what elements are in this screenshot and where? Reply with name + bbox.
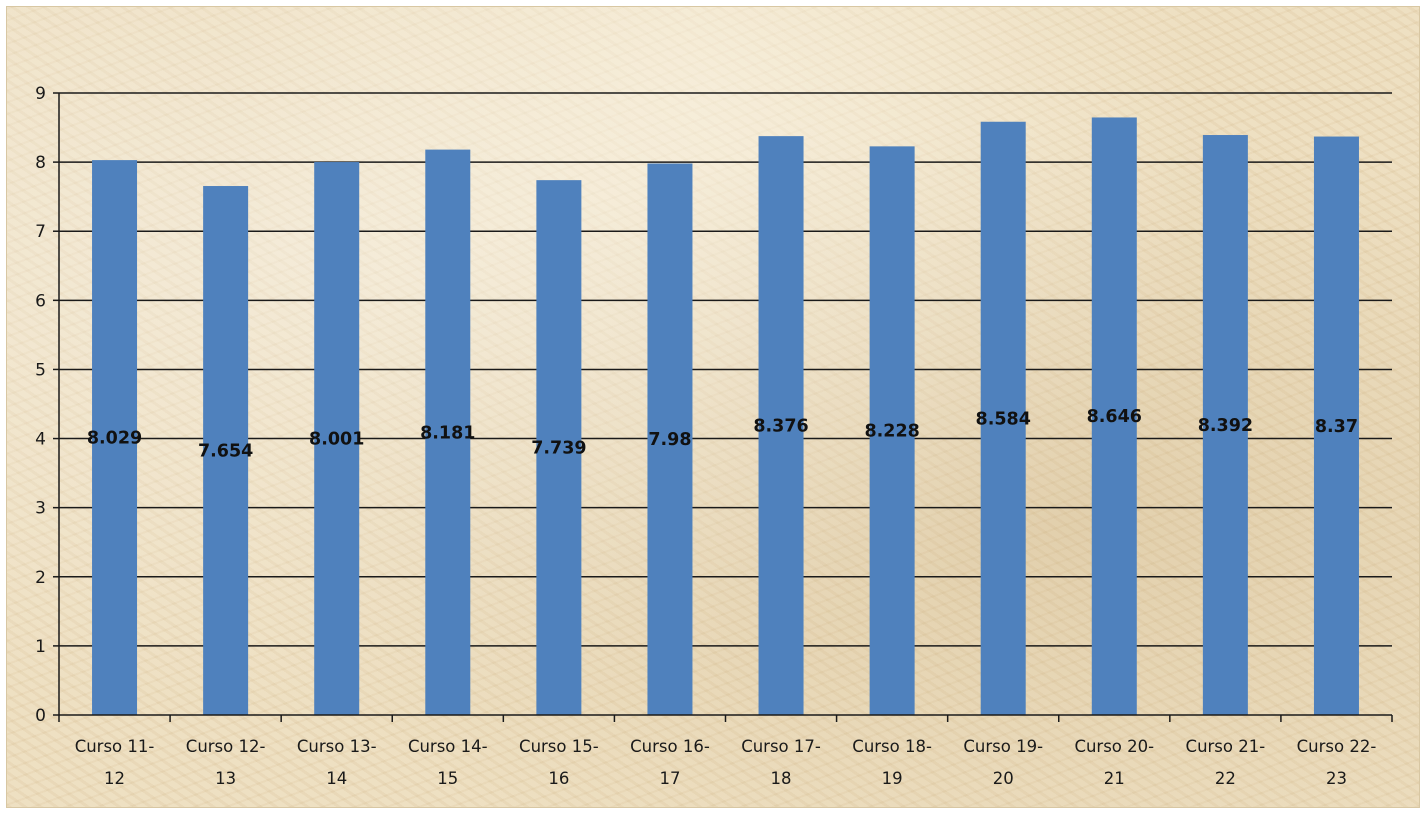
axes	[53, 92, 1393, 722]
x-tick-label-line: 13	[215, 769, 236, 788]
bar	[647, 163, 693, 715]
data-label: 8.584	[976, 409, 1031, 429]
data-label: 8.376	[753, 417, 808, 437]
data-label: 7.654	[198, 442, 253, 462]
x-tick-label-line: 21	[1104, 769, 1125, 788]
bar	[1091, 117, 1137, 715]
x-tick-label: Curso 20- 21	[1074, 737, 1154, 788]
bar	[314, 162, 360, 716]
gridlines	[59, 92, 1392, 647]
bar	[536, 180, 582, 715]
x-tick-label-line: 17	[659, 769, 680, 788]
bar	[425, 149, 471, 716]
bar	[1202, 135, 1248, 716]
y-tick-label: 8	[35, 153, 46, 173]
bar	[869, 146, 915, 716]
x-tick-label: Curso 14- 15	[408, 737, 488, 788]
x-tick-label-line: Curso 20-	[1074, 737, 1154, 756]
x-tick-label: Curso 17- 18	[741, 737, 821, 788]
data-label: 7.739	[531, 439, 586, 459]
data-label: 7.98	[648, 430, 691, 450]
y-tick-label: 3	[35, 499, 46, 519]
x-tick-label-line: 20	[993, 769, 1014, 788]
x-tick-label-line: 16	[548, 769, 569, 788]
x-tick-label-line: Curso 16-	[630, 737, 710, 756]
data-label: 8.392	[1198, 416, 1253, 436]
x-tick-label: Curso 11- 12	[75, 737, 155, 788]
x-tick-label-line: 14	[326, 769, 347, 788]
x-tick-label-line: Curso 15-	[519, 737, 599, 756]
bar	[203, 186, 249, 715]
y-tick-label: 6	[35, 291, 46, 311]
bar	[92, 160, 138, 716]
y-tick-label: 5	[35, 360, 46, 380]
x-tick-label: Curso 21- 22	[1186, 737, 1266, 788]
x-tick-label-line: Curso 12-	[186, 737, 266, 756]
data-label: 8.029	[87, 429, 142, 449]
data-label: 8.37	[1315, 417, 1358, 437]
x-tick-label: Curso 18- 19	[852, 737, 932, 788]
data-label: 8.228	[864, 422, 919, 442]
bar	[1313, 136, 1359, 716]
x-tick-label: Curso 19- 20	[963, 737, 1043, 788]
y-tick-label: 1	[35, 637, 46, 657]
x-tick-label-line: Curso 22-	[1297, 737, 1377, 756]
x-tick-label-line: 22	[1215, 769, 1236, 788]
bar	[758, 136, 804, 715]
x-tick-label: Curso 16- 17	[630, 737, 710, 788]
x-tick-label-line: 12	[104, 769, 125, 788]
x-tick-label-line: Curso 11-	[75, 737, 155, 756]
data-label: 8.646	[1087, 407, 1142, 427]
x-tick-label: Curso 13- 14	[297, 737, 377, 788]
y-tick-label: 9	[35, 84, 46, 104]
x-tick-label-line: 19	[882, 769, 903, 788]
x-tick-label-line: Curso 21-	[1186, 737, 1266, 756]
x-tick-label-line: Curso 19-	[963, 737, 1043, 756]
y-tick-label: 0	[35, 706, 46, 726]
x-tick-label-line: 18	[771, 769, 792, 788]
bar	[980, 121, 1026, 715]
bars	[92, 117, 1359, 716]
data-label: 8.001	[309, 430, 364, 450]
y-tick-label: 7	[35, 222, 46, 242]
x-tick-label: Curso 22- 23	[1297, 737, 1377, 788]
y-tick-label: 4	[35, 430, 46, 450]
x-tick-label-line: Curso 13-	[297, 737, 377, 756]
x-tick-label: Curso 12- 13	[186, 737, 266, 788]
x-tick-label-line: Curso 14-	[408, 737, 488, 756]
x-tick-label-line: 23	[1326, 769, 1347, 788]
x-tick-label: Curso 15- 16	[519, 737, 599, 788]
y-tick-label: 2	[35, 568, 46, 588]
x-tick-label-line: Curso 17-	[741, 737, 821, 756]
x-tick-label-line: 15	[437, 769, 458, 788]
x-tick-label-line: Curso 18-	[852, 737, 932, 756]
data-label: 8.181	[420, 423, 475, 443]
